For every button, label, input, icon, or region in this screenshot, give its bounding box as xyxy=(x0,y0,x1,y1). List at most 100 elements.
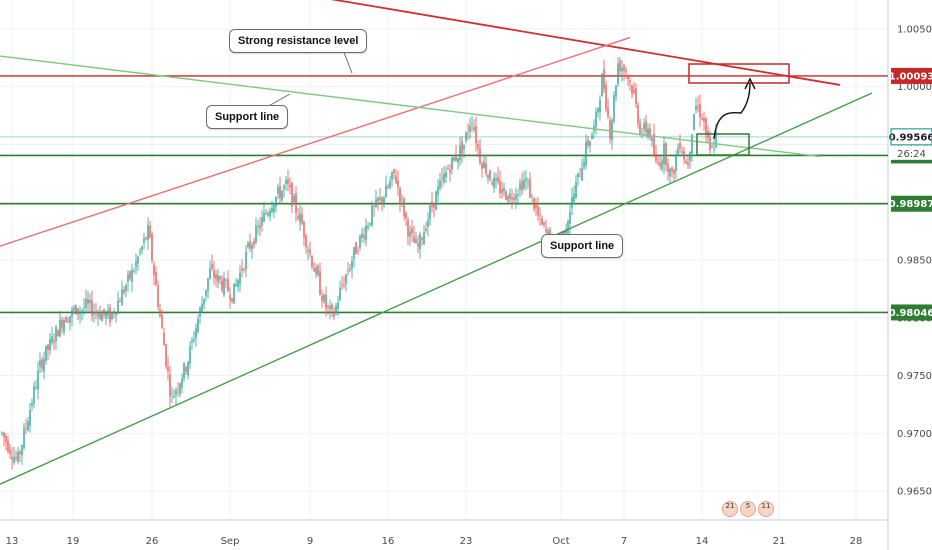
candle-body xyxy=(619,60,621,72)
candle-body xyxy=(669,168,671,177)
candle-body xyxy=(629,80,631,83)
candle-body xyxy=(189,345,191,364)
candle-body xyxy=(47,344,49,350)
candle-body xyxy=(663,143,665,165)
trendline-support-descending[interactable] xyxy=(0,55,821,158)
support-annotation-bottom[interactable]: Support line xyxy=(541,234,624,258)
candle-body xyxy=(179,383,181,395)
candle-body xyxy=(195,328,197,339)
candle-body xyxy=(539,214,541,216)
candle-body xyxy=(603,69,605,89)
candle-body xyxy=(503,187,505,192)
candle-body xyxy=(575,181,577,198)
candle-body xyxy=(637,105,639,124)
candle-body xyxy=(297,216,299,219)
candle-body xyxy=(123,289,125,293)
candle-body xyxy=(579,175,581,177)
candle-body xyxy=(301,214,303,225)
countdown-bg xyxy=(891,145,932,160)
countdown-label: 26:24 xyxy=(897,149,926,160)
candle-body xyxy=(277,187,279,194)
candle-body xyxy=(423,232,425,245)
candle-body xyxy=(671,167,673,172)
candle-body xyxy=(293,195,295,202)
candle-body xyxy=(37,370,39,390)
x-tick-label: 9 xyxy=(307,536,313,547)
candle-body xyxy=(311,256,313,268)
candle-body xyxy=(259,225,261,229)
candle-body xyxy=(373,205,375,207)
projection-arrow[interactable] xyxy=(713,82,751,140)
candle-body xyxy=(273,204,275,212)
candle-body xyxy=(395,176,397,183)
level-price-tag-bg xyxy=(891,195,932,212)
current-price-tag-border xyxy=(890,128,932,146)
candle-body xyxy=(433,203,435,208)
candle-body xyxy=(17,451,19,462)
candle-body xyxy=(537,206,539,216)
candles[interactable] xyxy=(1,57,717,470)
candle-body xyxy=(533,198,535,210)
candle-body xyxy=(151,234,153,261)
candle-body xyxy=(667,164,669,173)
candle-body xyxy=(33,386,35,404)
candle-body xyxy=(569,212,571,224)
candle-body xyxy=(677,147,679,157)
candle-body xyxy=(249,241,251,249)
x-tick-label: Oct xyxy=(552,536,569,547)
candle-body xyxy=(601,73,603,97)
candle-body xyxy=(57,330,59,337)
candle-body xyxy=(451,157,453,170)
candle-body xyxy=(229,294,231,300)
event-icon[interactable]: 11 xyxy=(758,501,774,517)
candle-body xyxy=(63,319,65,333)
trendline-support-ascending[interactable] xyxy=(0,92,873,485)
event-icon[interactable]: 5 xyxy=(740,501,756,517)
candle-body xyxy=(305,235,307,248)
candle-body xyxy=(493,177,495,188)
candle-body xyxy=(323,294,325,302)
event-icon[interactable]: 21 xyxy=(722,501,738,517)
candle-body xyxy=(231,298,233,302)
candle-body xyxy=(119,301,121,303)
candle-body xyxy=(239,272,241,285)
candle-body xyxy=(65,317,67,323)
candle-body xyxy=(529,179,531,198)
trendline-resistance-descending[interactable] xyxy=(0,0,841,86)
candle-body xyxy=(385,185,387,198)
candle-body xyxy=(521,180,523,191)
candle-body xyxy=(591,134,593,140)
candle-body xyxy=(85,299,87,308)
candle-body xyxy=(113,312,115,314)
candle-body xyxy=(289,184,291,188)
candle-body xyxy=(333,313,335,317)
entry-box[interactable] xyxy=(696,133,750,156)
resistance-annotation[interactable]: Strong resistance level xyxy=(229,29,368,53)
candle-body xyxy=(325,294,327,309)
candle-body xyxy=(245,251,247,270)
support-annotation-top[interactable]: Support line xyxy=(206,105,289,129)
candle-body xyxy=(39,360,41,367)
candle-body xyxy=(483,161,485,169)
candle-body xyxy=(479,148,481,164)
candle-body xyxy=(281,190,283,201)
candle-body xyxy=(695,105,697,110)
candle-body xyxy=(715,131,717,147)
x-tick-label: Sep xyxy=(221,536,240,547)
candle-body xyxy=(201,303,203,312)
level-price-tag: 0.98046 xyxy=(889,308,932,319)
trendline-red-ascending-channel[interactable] xyxy=(0,36,631,247)
candle-body xyxy=(89,299,91,304)
candle-body xyxy=(21,445,23,456)
target-box[interactable] xyxy=(688,63,790,84)
candle-body xyxy=(269,210,271,217)
candle-body xyxy=(67,321,69,323)
candle-body xyxy=(223,277,225,295)
economic-events[interactable]: 21 5 11 xyxy=(722,501,774,517)
candle-body xyxy=(149,225,151,238)
candle-body xyxy=(705,118,707,135)
candle-body xyxy=(513,197,515,201)
candle-body xyxy=(27,421,29,431)
